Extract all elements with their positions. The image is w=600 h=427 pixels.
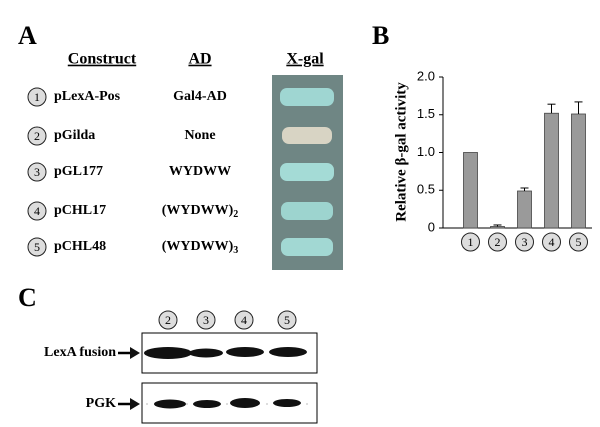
number: 5 xyxy=(34,240,40,254)
blot-frame xyxy=(141,332,318,374)
number-circle xyxy=(27,201,47,221)
y-tick-label: 1.0 xyxy=(417,144,435,159)
ad: (WYDWW) xyxy=(162,203,234,218)
number: 3 xyxy=(522,235,528,249)
colony xyxy=(280,163,334,181)
column-header: AD xyxy=(188,51,211,68)
ad-label: None xyxy=(184,128,215,143)
number: 1 xyxy=(34,90,40,104)
bar xyxy=(463,152,478,229)
number-circle xyxy=(27,87,47,107)
ad-label: WYDWW xyxy=(169,164,231,179)
number: 2 xyxy=(34,129,40,143)
colony xyxy=(281,238,333,256)
bar xyxy=(517,190,532,229)
arrow-head xyxy=(130,347,140,359)
number: 5 xyxy=(576,235,582,249)
number: 4 xyxy=(34,204,40,218)
number-circle xyxy=(27,126,47,146)
number-circle xyxy=(515,232,534,252)
band xyxy=(193,400,221,408)
arrow-head xyxy=(130,398,140,410)
y-tick-label: 2.0 xyxy=(417,68,435,83)
number: 4 xyxy=(549,235,555,249)
y-tick-label: 0.5 xyxy=(417,182,435,197)
bar xyxy=(571,113,586,229)
column-header: Construct xyxy=(68,51,137,68)
error-bar xyxy=(493,224,502,227)
band xyxy=(269,347,307,357)
construct: pGilda xyxy=(54,128,95,143)
blot-frame xyxy=(141,382,318,424)
band xyxy=(189,348,223,358)
number: 3 xyxy=(203,313,209,327)
number-circle xyxy=(196,310,216,330)
number-circle xyxy=(234,310,254,330)
construct: pCHL48 xyxy=(54,239,106,254)
number-circle xyxy=(488,232,507,252)
ad: Gal4-AD xyxy=(173,89,227,104)
panel-label: A xyxy=(18,21,37,50)
band xyxy=(226,347,264,357)
number: 5 xyxy=(284,313,290,327)
number: 2 xyxy=(495,235,501,249)
ad: WYDWW xyxy=(169,164,231,179)
number: 2 xyxy=(165,313,171,327)
number-circle xyxy=(27,162,47,182)
y-tick-label: 1.5 xyxy=(417,106,435,121)
construct: pGL177 xyxy=(54,164,103,179)
number-circle xyxy=(461,232,480,252)
number: 1 xyxy=(468,235,474,249)
xgal-plate xyxy=(272,75,343,270)
colony xyxy=(281,202,333,220)
ad-label: (WYDWW)2 xyxy=(162,203,239,220)
blots xyxy=(118,332,318,424)
number-circle xyxy=(27,237,47,257)
band xyxy=(154,399,186,409)
band xyxy=(273,399,301,407)
y-axis-label: Relative β-gal activity xyxy=(393,82,409,222)
ad: (WYDWW) xyxy=(162,239,234,254)
ad-subscript: 3 xyxy=(233,245,238,256)
colony xyxy=(280,88,334,106)
y-tick-label: 0 xyxy=(428,219,435,234)
ad-subscript: 2 xyxy=(233,209,238,220)
panel-label: C xyxy=(18,283,37,312)
number-circle xyxy=(569,232,588,252)
number-circle xyxy=(542,232,561,252)
ad: None xyxy=(184,128,215,143)
number: 3 xyxy=(34,165,40,179)
bar xyxy=(490,226,505,229)
blot-label: LexA fusion xyxy=(44,345,116,360)
number: 4 xyxy=(241,313,247,327)
band xyxy=(144,347,192,359)
bar xyxy=(544,112,559,229)
column-header: X-gal xyxy=(286,51,324,68)
blot-label: PGK xyxy=(86,396,116,411)
panel-label: B xyxy=(372,21,389,50)
number-circle xyxy=(277,310,297,330)
ad-label: Gal4-AD xyxy=(173,89,227,104)
error-bar xyxy=(574,101,583,114)
construct: pCHL17 xyxy=(54,203,106,218)
ad-label: (WYDWW)3 xyxy=(162,239,239,256)
error-bar xyxy=(520,187,529,192)
number-circle xyxy=(158,310,178,330)
colony xyxy=(282,127,332,144)
construct: pLexA-Pos xyxy=(54,89,121,104)
error-bar xyxy=(547,103,556,114)
band xyxy=(230,398,260,408)
